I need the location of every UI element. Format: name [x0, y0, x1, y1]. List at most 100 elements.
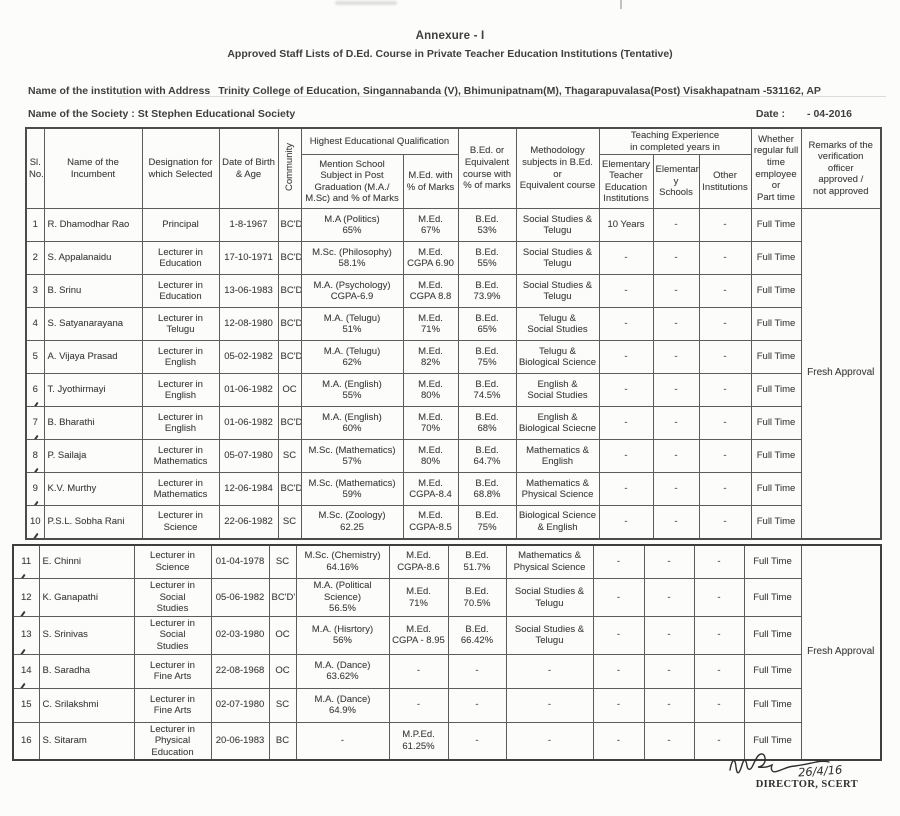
cell-te1: - [598, 307, 654, 342]
cell-pg: M.A (Politics) 65% [300, 208, 404, 243]
cell-community: BC'D' [277, 340, 302, 375]
cell-sl: 1 [25, 208, 45, 243]
cell-name: C. Srilakshmi [38, 687, 135, 723]
cell-name: S. Sitaram [38, 721, 135, 761]
cell-te2: - [652, 241, 700, 276]
cell-te1: - [592, 653, 645, 689]
cell-methodology: - [505, 653, 594, 689]
cell-te3: - [693, 653, 745, 689]
cell-pg: - [295, 721, 390, 761]
scan-artifact-line [118, 96, 886, 97]
cell-whether: Full Time [750, 208, 802, 243]
cell-whether: Full Time [743, 544, 802, 580]
cell-pg: M.A. (English) 60% [300, 406, 404, 441]
cell-methodology: Telugu & Biological Science [515, 340, 600, 375]
staff-table-part2: 11 E. Chinni Lecturer in Science 01-04-1978… [12, 543, 882, 762]
cell-whether: Full Time [750, 274, 802, 309]
cell-bed: B.Ed. 75% [457, 340, 517, 375]
cell-bed: B.Ed. 75% [457, 505, 517, 540]
cell-name: K. Ganapathi [38, 578, 135, 617]
cell-name: R. Dhamodhar Rao [43, 208, 143, 243]
cell-methodology: Mathematics & Physical Science [515, 472, 600, 507]
col-header-name: Name of the Incumbent [43, 127, 143, 210]
cell-bed: B.Ed. 66.42% [447, 615, 507, 655]
cell-designation: Lecturer in English [141, 340, 220, 375]
cell-pg: M.Sc. (Mathematics) 59% [300, 472, 404, 507]
cell-dob: 02-07-1980 [210, 687, 270, 723]
cell-bed: - [447, 653, 507, 689]
cell-whether: Full Time [750, 505, 802, 540]
staff-row: 2 S. Appalanaidu Lecturer in Education 17-1… [25, 241, 881, 276]
cell-te3: - [698, 406, 752, 441]
cell-bed: B.Ed. 51.7% [447, 544, 507, 580]
staff-table-part1: Sl. No. Name of the Incumbent Designatio… [25, 127, 883, 540]
cell-te3: - [693, 615, 745, 655]
cell-med: M.Ed. 80% [402, 439, 459, 474]
cell-te1: - [598, 340, 654, 375]
staff-row: 6 T. Jyothirmayi Lecturer in English 01-06-… [25, 373, 881, 408]
cell-te3: - [693, 578, 745, 617]
cell-methodology: English & Social Studies [515, 373, 600, 408]
cell-pg: M.A. (Telugu) 51% [300, 307, 404, 342]
cell-med: M.Ed. CGPA-8.6 [388, 544, 449, 580]
cell-te3: - [698, 274, 752, 309]
cell-med: M.Ed. 67% [402, 208, 459, 243]
cell-te3: - [698, 505, 752, 540]
society-value: St Stephen Educational Society [137, 108, 296, 120]
cell-community: BC'D' [277, 472, 302, 507]
staff-row: 8 P. Sailaja Lecturer in Mathematics 05-07-… [25, 439, 881, 474]
cell-te2: - [643, 544, 695, 580]
cell-dob: 01-06-1982 [218, 373, 279, 408]
cell-whether: Full Time [750, 241, 802, 276]
cell-med: M.Ed. CGPA - 8.95 [388, 615, 449, 655]
cell-sl: 4 [25, 307, 45, 342]
cell-te2: - [652, 340, 700, 375]
society-label: Name of the Society : [28, 108, 135, 120]
cell-bed: B.Ed. 68% [457, 406, 517, 441]
cell-te1: - [598, 373, 654, 408]
cell-name: B. Bharathi [43, 406, 143, 441]
cell-community: BC [268, 721, 297, 761]
cell-te1: - [592, 544, 645, 580]
date-line: Date : - 04-2016 [756, 108, 852, 120]
cell-designation: Lecturer in Telugu [141, 307, 220, 342]
staff-row: 13 S. Srinivas Lecturer in Social Studies 0… [12, 615, 881, 655]
cell-community: BC'D' [277, 406, 302, 441]
cell-te2: - [652, 472, 700, 507]
signature-block: 26/4/16 DIRECTOR, SCERT [680, 748, 860, 790]
document-header: Annexure - I Approved Staff Lists of D.E… [0, 0, 900, 60]
cell-med: M.Ed. CGPA-8.4 [402, 472, 459, 507]
cell-designation: Principal [141, 208, 220, 243]
cell-designation: Lecturer in Science [133, 544, 212, 580]
cell-med: - [388, 653, 449, 689]
cell-community: BC'D' [277, 208, 302, 243]
cell-te3: - [698, 307, 752, 342]
cell-pg: M.A. (Telugu) 62% [300, 340, 404, 375]
cell-te1: - [598, 274, 654, 309]
cell-community: SC [277, 505, 302, 540]
cell-designation: Lecturer in Social Studies [133, 578, 212, 617]
col-header-methodology: Methodology subjects in B.Ed. or Equival… [515, 127, 600, 210]
cell-sl: 3 [25, 274, 45, 309]
cell-bed: B.Ed. 64.7% [457, 439, 517, 474]
cell-dob: 05-02-1982 [218, 340, 279, 375]
cell-pg: M.Sc. (Mathematics) 57% [300, 439, 404, 474]
pen-tick-mark [30, 532, 39, 538]
cell-name: B. Saradha [38, 653, 135, 689]
staff-row: 10 P.S.L. Sobha Rani Lecturer in Science 22… [25, 505, 881, 540]
col-group-highest-qualification: Highest Educational Qualification [300, 127, 459, 156]
cell-community: OC [277, 373, 302, 408]
staff-row: 7 B. Bharathi Lecturer in English 01-06-198… [25, 406, 881, 441]
date-label: Date : [755, 108, 786, 120]
cell-methodology: English & Biological Sciecne [515, 406, 600, 441]
cell-pg: M.A. (Psychology) CGPA-6.9 [300, 274, 404, 309]
cell-methodology: Biological Science & English [515, 505, 600, 540]
cell-whether: Full Time [743, 578, 802, 617]
cell-med: M.Ed. 71% [388, 578, 449, 617]
cell-name: K.V. Murthy [43, 472, 143, 507]
cell-sl: 12 [12, 578, 40, 617]
cell-whether: Full Time [750, 373, 802, 408]
col-header-elementary-tei: Elementary Teacher Education Institution… [598, 154, 654, 210]
cell-dob: 1-8-1967 [218, 208, 279, 243]
